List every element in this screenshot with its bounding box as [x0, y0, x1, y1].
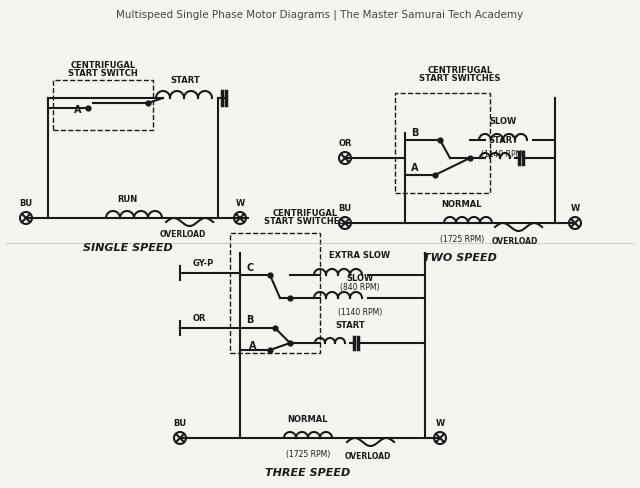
Bar	[53, 80, 153, 130]
Text: THREE SPEED: THREE SPEED	[266, 468, 351, 478]
Text: GY-P: GY-P	[193, 259, 214, 268]
Text: CENTRIFUGAL: CENTRIFUGAL	[273, 209, 337, 218]
Text: OR: OR	[339, 139, 352, 148]
Text: W: W	[570, 204, 580, 213]
Text: START SWITCH: START SWITCH	[68, 69, 138, 78]
Text: OVERLOAD: OVERLOAD	[160, 230, 206, 239]
Text: BU: BU	[173, 419, 187, 428]
Text: CENTRIFUGAL: CENTRIFUGAL	[428, 66, 493, 75]
Text: SINGLE SPEED: SINGLE SPEED	[83, 243, 173, 253]
Text: START: START	[335, 321, 365, 330]
Text: RUN: RUN	[117, 195, 137, 204]
Text: SLOW: SLOW	[346, 274, 374, 283]
Text: NORMAL: NORMAL	[442, 200, 483, 209]
Text: SLOW: SLOW	[490, 117, 516, 126]
Text: C: C	[246, 263, 253, 273]
Text: START: START	[170, 76, 200, 85]
Text: TWO SPEED: TWO SPEED	[423, 253, 497, 263]
Text: (1725 RPM): (1725 RPM)	[440, 235, 484, 244]
Text: OR: OR	[193, 314, 207, 323]
Text: NORMAL: NORMAL	[288, 415, 328, 424]
Text: B: B	[246, 315, 253, 325]
Text: OVERLOAD: OVERLOAD	[345, 452, 391, 461]
Text: (1725 RPM): (1725 RPM)	[286, 450, 330, 459]
Text: BU: BU	[19, 199, 33, 208]
Bar	[395, 93, 490, 193]
Text: (1140 RPM): (1140 RPM)	[338, 308, 382, 317]
Text: (1140 RPM): (1140 RPM)	[481, 150, 525, 159]
Text: CENTRIFUGAL: CENTRIFUGAL	[70, 61, 136, 70]
Text: START SWITCHES: START SWITCHES	[264, 217, 346, 226]
Text: START: START	[488, 136, 518, 145]
Text: W: W	[236, 199, 244, 208]
Text: B: B	[412, 128, 419, 138]
Text: BU: BU	[339, 204, 351, 213]
Text: A: A	[74, 105, 82, 115]
Text: A: A	[249, 341, 257, 351]
Text: W: W	[435, 419, 445, 428]
Text: START SWITCHES: START SWITCHES	[419, 74, 500, 83]
Text: A: A	[412, 163, 419, 173]
Text: OVERLOAD: OVERLOAD	[492, 237, 538, 246]
Text: EXTRA SLOW: EXTRA SLOW	[330, 251, 390, 260]
Bar	[230, 233, 320, 353]
Text: Multispeed Single Phase Motor Diagrams | The Master Samurai Tech Academy: Multispeed Single Phase Motor Diagrams |…	[116, 10, 524, 20]
Text: (840 RPM): (840 RPM)	[340, 283, 380, 292]
